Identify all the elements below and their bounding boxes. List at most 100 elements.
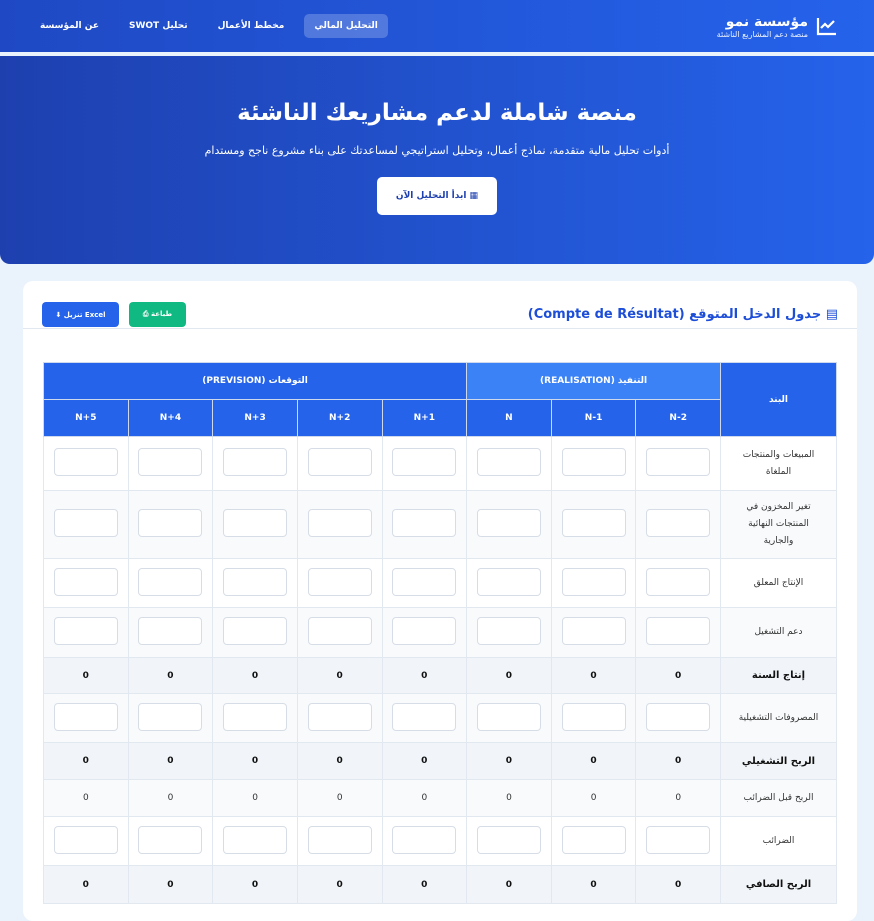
value-input[interactable] bbox=[138, 825, 203, 854]
computed-value: 0 bbox=[635, 657, 721, 694]
value-input[interactable] bbox=[476, 617, 541, 645]
cell bbox=[550, 607, 637, 658]
nav-swot[interactable]: تحليل SWOT bbox=[129, 21, 188, 31]
value-input[interactable] bbox=[307, 448, 372, 476]
year-header: N-1 bbox=[550, 399, 637, 437]
year-header: N-2 bbox=[635, 399, 721, 437]
table-row: الضرائب bbox=[43, 816, 837, 866]
year-header: N+3 bbox=[212, 399, 298, 437]
file-invoice-icon: ▤ bbox=[821, 307, 838, 322]
value-input[interactable] bbox=[138, 448, 203, 476]
computed-value: 0 bbox=[212, 779, 298, 817]
table-row: المبيعات والمنتجات الملغاة bbox=[43, 436, 837, 491]
cell bbox=[127, 607, 214, 658]
nav-about[interactable]: عن المؤسسة bbox=[40, 21, 99, 31]
value-input[interactable] bbox=[392, 617, 457, 645]
cell bbox=[466, 436, 552, 491]
value-input[interactable] bbox=[138, 617, 203, 645]
start-analysis-label: ابدأ التحليل الآن bbox=[395, 191, 467, 201]
value-input[interactable] bbox=[223, 448, 288, 476]
value-input[interactable] bbox=[223, 825, 288, 854]
cell bbox=[127, 490, 214, 559]
value-input[interactable] bbox=[307, 825, 372, 854]
computed-value: 0 bbox=[635, 742, 721, 780]
value-input[interactable] bbox=[307, 509, 372, 537]
cell bbox=[212, 436, 298, 491]
value-input[interactable] bbox=[138, 509, 203, 537]
cell bbox=[635, 558, 721, 608]
cell bbox=[212, 558, 298, 608]
nav-financial-analysis[interactable]: التحليل المالي bbox=[304, 14, 388, 38]
cell bbox=[127, 693, 214, 743]
start-analysis-button[interactable]: ▦ ابدأ التحليل الآن bbox=[377, 177, 497, 215]
excel-download-button[interactable]: ⬇ تنزيل Excel bbox=[42, 302, 119, 327]
cell bbox=[296, 607, 383, 658]
row-label: إنتاج السنة bbox=[720, 657, 837, 694]
value-input[interactable] bbox=[646, 617, 711, 645]
value-input[interactable] bbox=[561, 567, 626, 596]
value-input[interactable] bbox=[646, 567, 711, 596]
cell bbox=[381, 490, 468, 559]
cell bbox=[212, 490, 298, 559]
value-input[interactable] bbox=[138, 702, 203, 731]
value-input[interactable] bbox=[561, 702, 626, 731]
cell bbox=[296, 436, 383, 491]
value-input[interactable] bbox=[392, 509, 457, 537]
prevision-header: التوقعات (PREVISION) bbox=[42, 362, 468, 400]
cell bbox=[466, 558, 552, 608]
computed-value: 0 bbox=[466, 865, 552, 904]
print-label: طباعة bbox=[150, 310, 173, 318]
value-input[interactable] bbox=[561, 825, 626, 854]
cell bbox=[381, 607, 468, 658]
top-navbar: مؤسسة نمو منصة دعم المشاريع الناشئة التح… bbox=[0, 0, 874, 52]
value-input[interactable] bbox=[53, 448, 118, 476]
year-header: N+5 bbox=[43, 399, 129, 437]
value-input[interactable] bbox=[646, 702, 711, 731]
value-input[interactable] bbox=[392, 825, 457, 854]
value-input[interactable] bbox=[53, 617, 118, 645]
value-input[interactable] bbox=[223, 617, 288, 645]
value-input[interactable] bbox=[307, 567, 372, 596]
value-input[interactable] bbox=[53, 825, 118, 854]
value-input[interactable] bbox=[223, 567, 288, 596]
cell bbox=[212, 693, 298, 743]
value-input[interactable] bbox=[223, 702, 288, 731]
value-input[interactable] bbox=[223, 509, 288, 537]
value-input[interactable] bbox=[138, 567, 203, 596]
value-input[interactable] bbox=[53, 702, 118, 731]
value-input[interactable] bbox=[476, 509, 541, 537]
computed-value: 0 bbox=[212, 742, 298, 780]
brand[interactable]: مؤسسة نمو منصة دعم المشاريع الناشئة bbox=[717, 14, 838, 39]
nav-menu: التحليل المالي مخطط الأعمال تحليل SWOT ع… bbox=[30, 14, 388, 38]
value-input[interactable] bbox=[53, 567, 118, 596]
computed-value: 0 bbox=[466, 779, 552, 817]
cell bbox=[381, 436, 468, 491]
value-input[interactable] bbox=[53, 509, 118, 537]
value-input[interactable] bbox=[646, 509, 711, 537]
value-input[interactable] bbox=[392, 702, 457, 731]
card-title: ▤ جدول الدخل المتوقع (Compte de Résultat… bbox=[528, 307, 838, 322]
value-input[interactable] bbox=[646, 448, 711, 476]
value-input[interactable] bbox=[476, 448, 541, 476]
value-input[interactable] bbox=[561, 617, 626, 645]
nav-business-plan[interactable]: مخطط الأعمال bbox=[217, 21, 285, 31]
print-button[interactable]: ⎙ طباعة bbox=[129, 302, 186, 327]
row-label: تغير المخزون في المنتجات النهائية والجار… bbox=[720, 490, 837, 559]
value-input[interactable] bbox=[476, 567, 541, 596]
value-input[interactable] bbox=[307, 617, 372, 645]
value-input[interactable] bbox=[392, 448, 457, 476]
computed-value: 0 bbox=[212, 657, 298, 694]
value-input[interactable] bbox=[561, 448, 626, 476]
item-header: البند bbox=[720, 362, 837, 437]
value-input[interactable] bbox=[307, 702, 372, 731]
computed-value: 0 bbox=[212, 865, 298, 904]
table-row: الربح الصافي 0 0 0 0 0 0 0 0 bbox=[43, 865, 837, 904]
value-input[interactable] bbox=[476, 702, 541, 731]
table-row: دعم التشغيل bbox=[43, 607, 837, 658]
row-label: الربح قبل الضرائب bbox=[720, 779, 837, 817]
value-input[interactable] bbox=[646, 825, 711, 854]
value-input[interactable] bbox=[392, 567, 457, 596]
value-input[interactable] bbox=[476, 825, 541, 854]
value-input[interactable] bbox=[561, 509, 626, 537]
computed-value: 0 bbox=[550, 657, 637, 694]
